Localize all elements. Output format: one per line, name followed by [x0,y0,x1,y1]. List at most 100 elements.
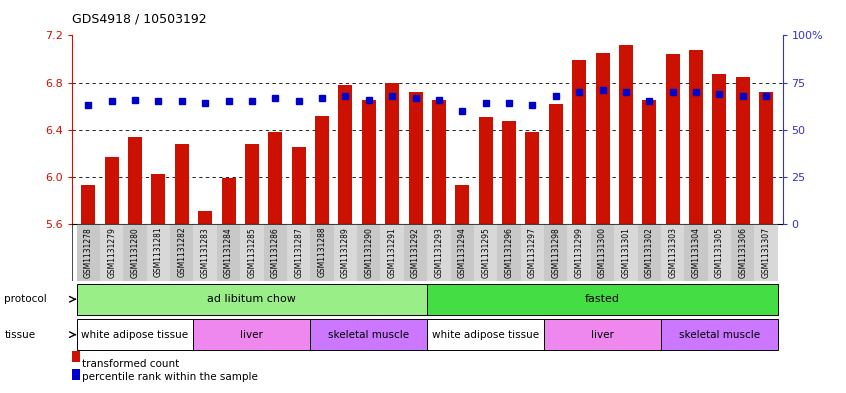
Bar [310,319,427,350]
Bar [244,144,259,224]
Bar [525,132,540,224]
Bar [315,116,329,224]
Text: GSM1131304: GSM1131304 [691,227,700,278]
Text: GSM1131289: GSM1131289 [341,227,350,277]
Text: GSM1131288: GSM1131288 [317,227,327,277]
Bar [240,224,264,281]
Bar [105,157,118,224]
Bar [455,185,470,224]
Text: tissue: tissue [4,330,36,340]
Text: GSM1131297: GSM1131297 [528,227,537,278]
Bar [661,319,777,350]
Bar [72,351,80,362]
Text: GSM1131303: GSM1131303 [668,227,677,278]
Text: liver: liver [240,330,263,340]
Bar [170,224,194,281]
Text: white adipose tissue: white adipose tissue [432,330,539,340]
Bar [549,104,563,224]
Bar [77,319,194,350]
Bar [175,144,189,224]
Bar [100,224,124,281]
Bar [198,211,212,224]
Bar [479,117,492,224]
Bar [759,92,773,224]
Bar [385,83,399,224]
Text: GSM1131291: GSM1131291 [387,227,397,277]
Bar [712,74,727,224]
Text: GSM1131295: GSM1131295 [481,227,490,278]
Text: GSM1131282: GSM1131282 [178,227,186,277]
Bar [619,45,633,224]
Text: GSM1131301: GSM1131301 [622,227,630,278]
Bar [596,53,610,224]
Text: fasted: fasted [585,294,620,304]
Bar [194,319,310,350]
Text: GSM1131280: GSM1131280 [130,227,140,277]
Bar [731,224,755,281]
Bar [642,100,656,224]
Bar [638,224,661,281]
Bar [72,369,80,380]
Text: protocol: protocol [4,294,47,304]
Text: GSM1131283: GSM1131283 [201,227,210,277]
Bar [151,174,166,224]
Bar [381,224,404,281]
Bar [502,121,516,224]
Text: GSM1131284: GSM1131284 [224,227,233,277]
Bar [128,137,142,224]
Bar [77,224,100,281]
Text: GSM1131300: GSM1131300 [598,227,607,278]
Bar [427,319,544,350]
Bar [292,147,305,224]
Text: GSM1131298: GSM1131298 [552,227,560,277]
Bar [544,319,661,350]
Bar [427,224,451,281]
Bar [146,224,170,281]
Text: GSM1131278: GSM1131278 [84,227,93,277]
Bar [568,224,591,281]
Bar [755,224,777,281]
Bar [268,132,283,224]
Bar [81,185,96,224]
Bar [362,100,376,224]
Bar [497,224,521,281]
Bar [409,92,422,224]
Bar [689,50,703,224]
Text: transformed count: transformed count [82,358,179,369]
Bar [614,224,638,281]
Bar [708,224,731,281]
Text: GSM1131302: GSM1131302 [645,227,654,278]
Text: GDS4918 / 10503192: GDS4918 / 10503192 [72,13,206,26]
Bar [287,224,310,281]
Bar [77,284,427,315]
Bar [736,77,750,224]
Text: GSM1131306: GSM1131306 [739,227,747,278]
Bar [684,224,708,281]
Text: GSM1131299: GSM1131299 [574,227,584,278]
Bar [451,224,474,281]
Bar [217,224,240,281]
Bar [338,85,353,224]
Bar [572,60,586,224]
Bar [222,178,235,224]
Text: GSM1131294: GSM1131294 [458,227,467,278]
Bar [427,284,777,315]
Text: skeletal muscle: skeletal muscle [678,330,760,340]
Text: GSM1131292: GSM1131292 [411,227,420,277]
Bar [404,224,427,281]
Text: white adipose tissue: white adipose tissue [81,330,189,340]
Bar [544,224,568,281]
Bar [521,224,544,281]
Text: GSM1131286: GSM1131286 [271,227,280,277]
Text: GSM1131285: GSM1131285 [247,227,256,277]
Bar [124,224,146,281]
Text: GSM1131305: GSM1131305 [715,227,724,278]
Text: liver: liver [591,330,614,340]
Text: GSM1131287: GSM1131287 [294,227,303,277]
Bar [666,54,679,224]
Text: GSM1131290: GSM1131290 [365,227,373,278]
Bar [357,224,381,281]
Text: GSM1131279: GSM1131279 [107,227,116,278]
Bar [591,224,614,281]
Text: GSM1131281: GSM1131281 [154,227,163,277]
